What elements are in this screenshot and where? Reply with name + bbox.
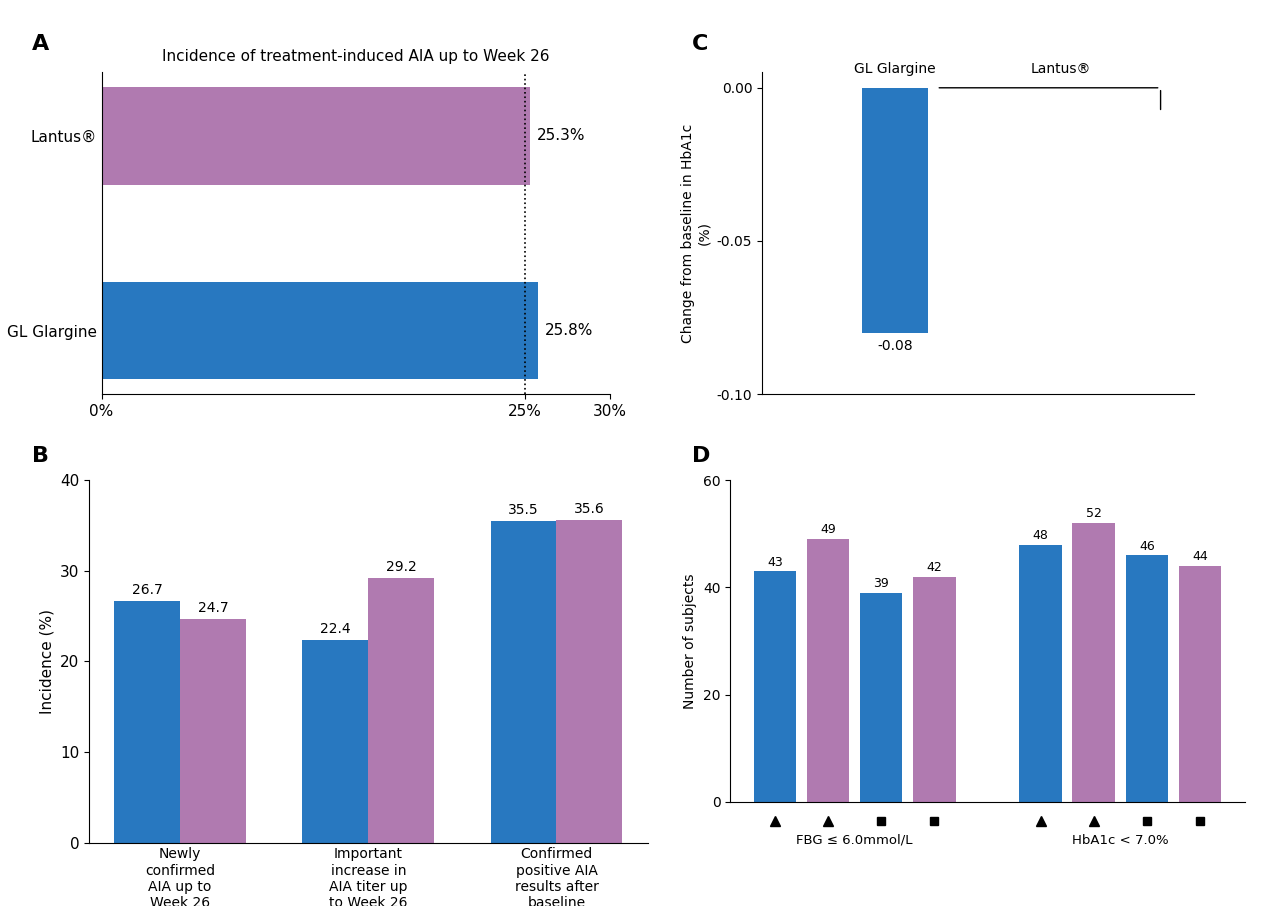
Text: C: C <box>692 34 709 53</box>
Text: 42: 42 <box>926 561 942 574</box>
Text: Lantus®: Lantus® <box>1031 62 1091 75</box>
Bar <box>302 640 368 843</box>
Y-axis label: Incidence (%): Incidence (%) <box>39 609 55 714</box>
Bar <box>490 521 556 843</box>
Bar <box>556 520 622 843</box>
Bar <box>180 619 246 843</box>
Text: 39: 39 <box>874 577 889 590</box>
Title: Incidence of treatment-induced AIA up to Week 26: Incidence of treatment-induced AIA up to… <box>161 49 550 64</box>
Text: 44: 44 <box>1193 550 1208 564</box>
Text: A: A <box>32 34 50 53</box>
Text: 26.7: 26.7 <box>132 583 163 597</box>
Bar <box>1125 555 1168 802</box>
Text: -0.08: -0.08 <box>878 339 913 353</box>
Bar <box>913 576 955 802</box>
Bar <box>102 282 538 380</box>
Bar <box>1020 545 1062 802</box>
Bar <box>1179 566 1222 802</box>
Text: HbA1c < 7.0%: HbA1c < 7.0% <box>1072 834 1168 847</box>
Bar <box>806 539 850 802</box>
Text: 25.8%: 25.8% <box>545 323 593 338</box>
Text: GL Glargine: GL Glargine <box>853 62 936 75</box>
Text: 24.7: 24.7 <box>198 602 229 615</box>
Bar <box>1072 523 1115 802</box>
Y-axis label: Number of subjects: Number of subjects <box>683 573 697 708</box>
Text: 43: 43 <box>767 555 782 569</box>
Text: 52: 52 <box>1086 507 1101 520</box>
Bar <box>861 88 928 333</box>
Text: 25.3%: 25.3% <box>537 129 585 143</box>
Text: B: B <box>32 446 48 466</box>
Text: 46: 46 <box>1139 540 1154 553</box>
Bar <box>114 601 180 843</box>
Text: 35.5: 35.5 <box>508 504 538 517</box>
Text: FBG ≤ 6.0mmol/L: FBG ≤ 6.0mmol/L <box>796 834 913 847</box>
Bar <box>368 578 434 843</box>
Bar <box>860 593 903 802</box>
Text: 35.6: 35.6 <box>574 503 605 516</box>
Text: 48: 48 <box>1033 529 1049 542</box>
Text: 49: 49 <box>820 524 836 536</box>
Bar <box>753 572 796 802</box>
Text: 29.2: 29.2 <box>386 561 417 574</box>
Text: D: D <box>692 446 710 466</box>
Y-axis label: Change from baseline in HbA1c
(%): Change from baseline in HbA1c (%) <box>681 124 711 342</box>
Bar <box>102 87 530 185</box>
Text: 22.4: 22.4 <box>320 622 351 636</box>
